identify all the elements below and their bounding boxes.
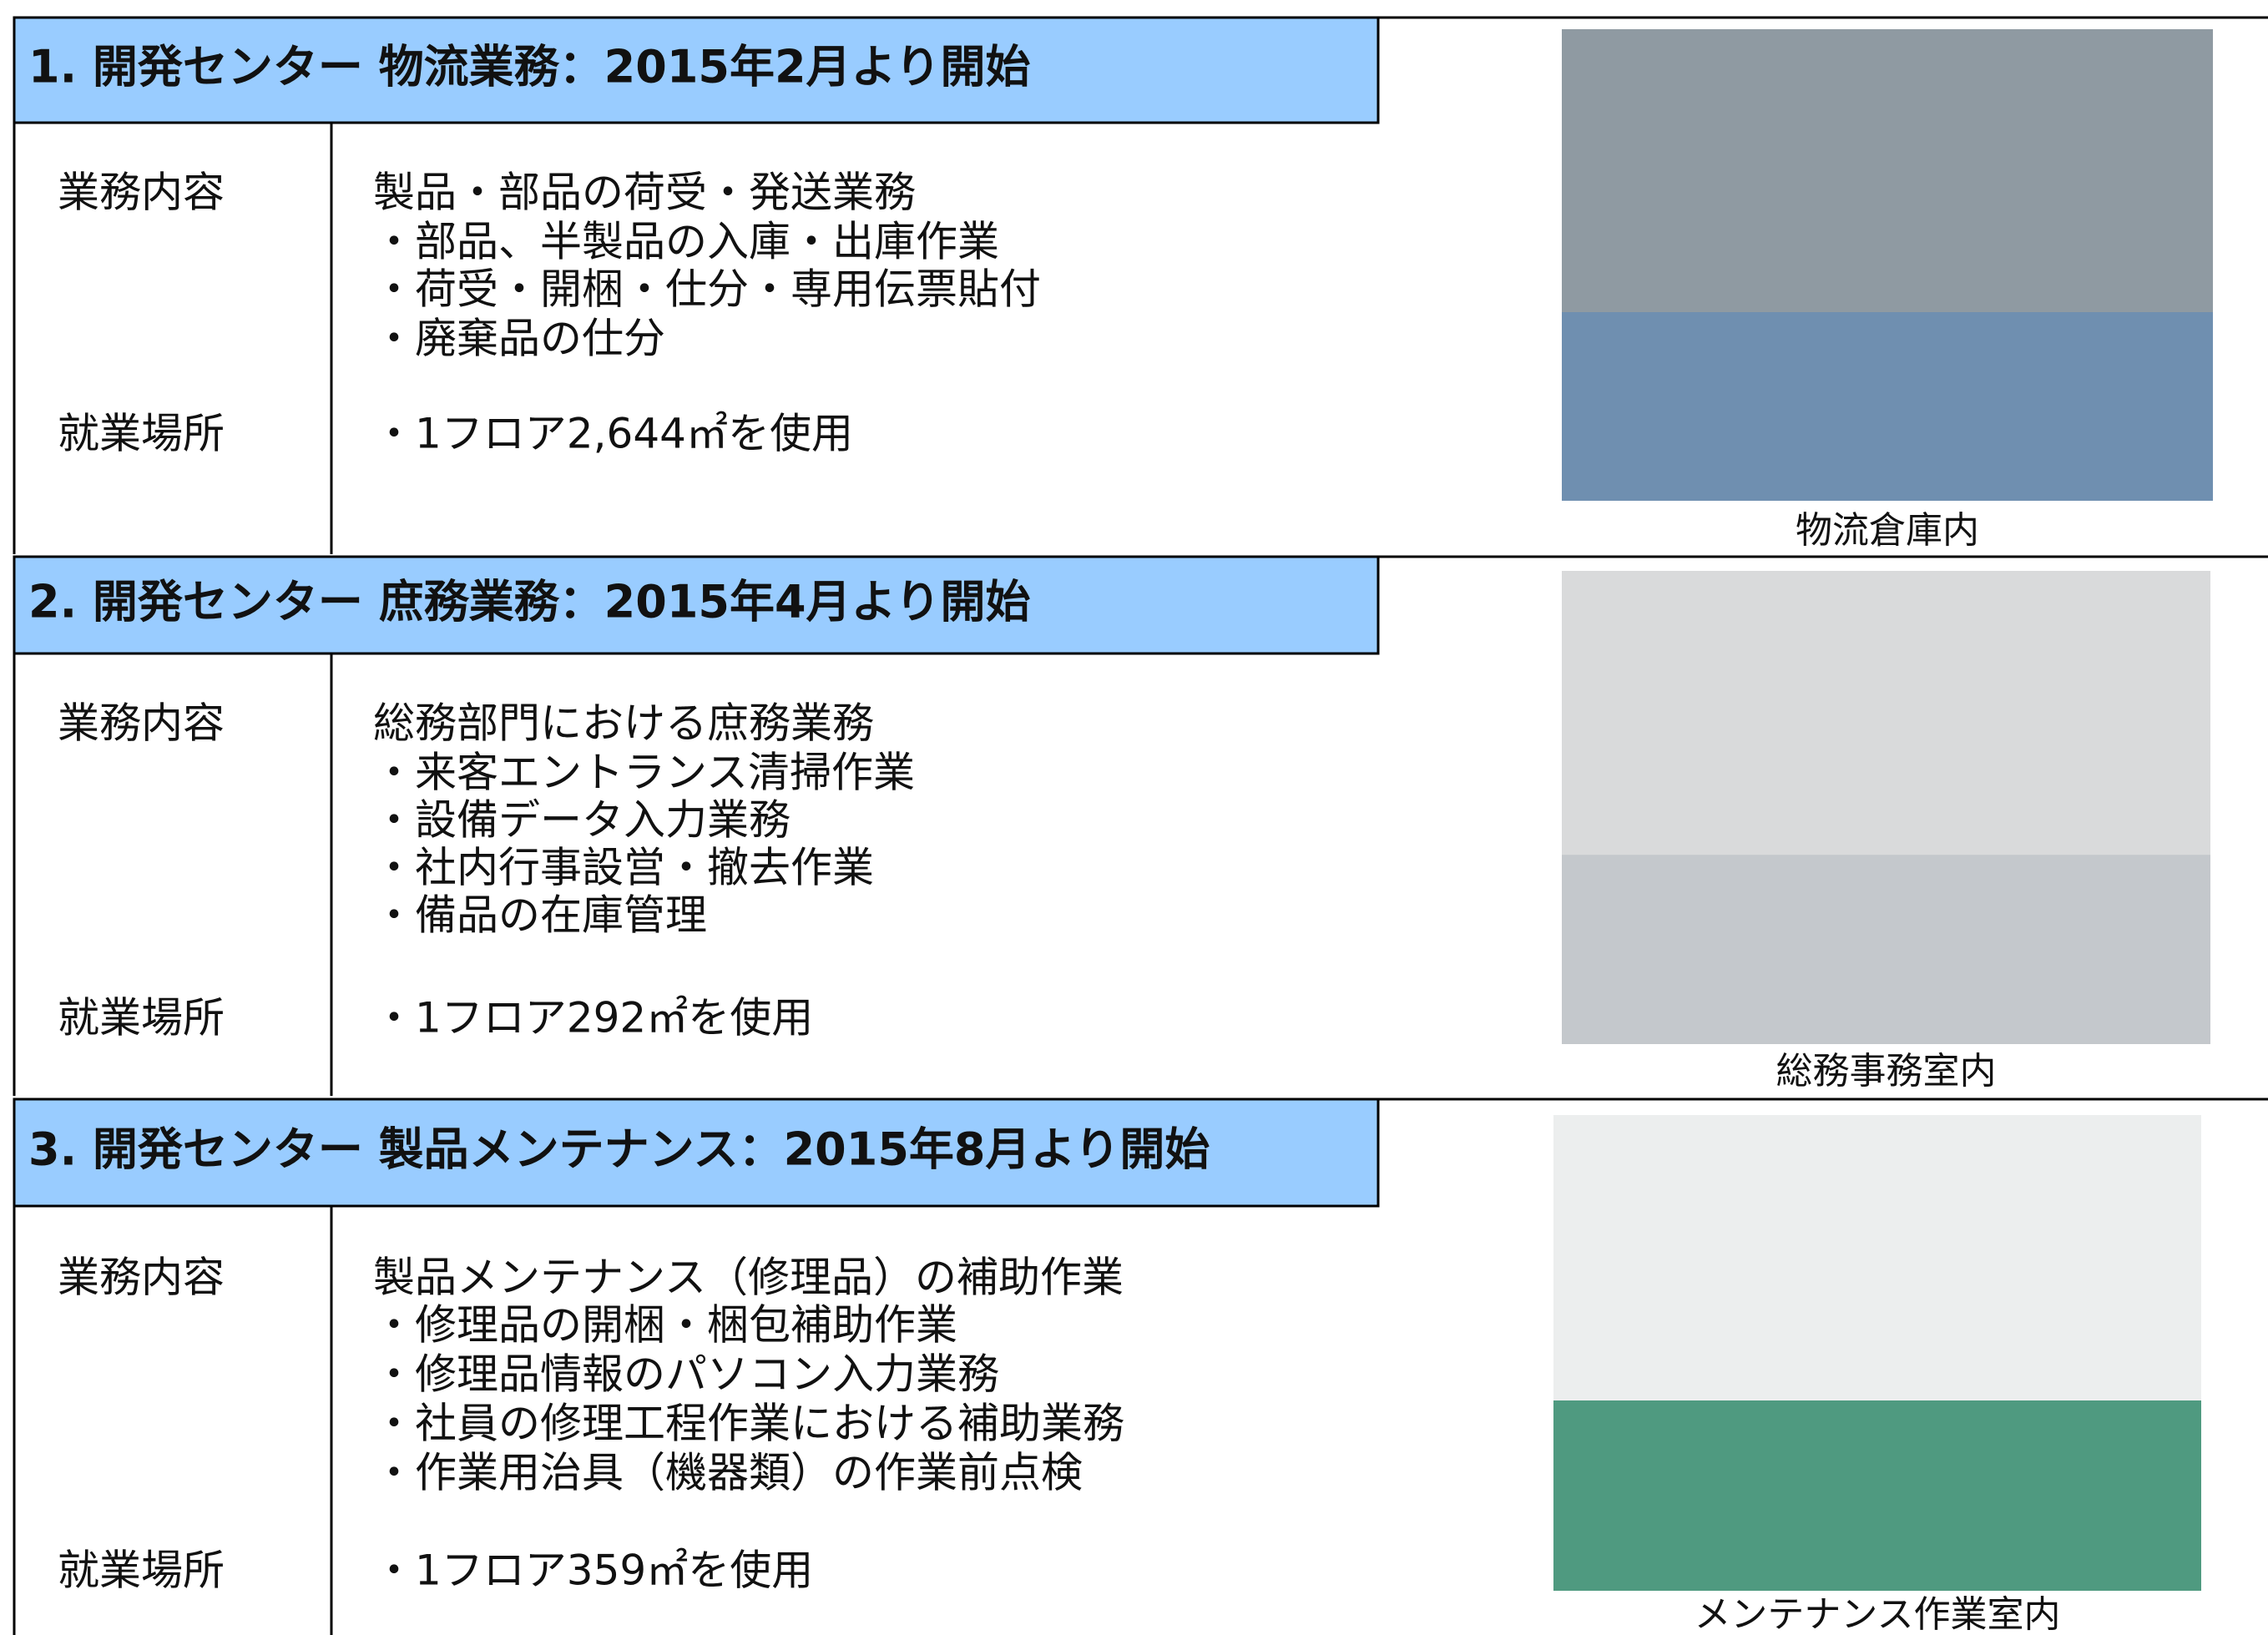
- photo-caption: 物流倉庫内: [1796, 509, 1979, 552]
- duty-line: ・社内行事設営・撤去作業: [373, 844, 874, 892]
- section-header: 2. 開発センター 庶務業務：2015年4月より開始: [28, 576, 1030, 628]
- place-text: ・1フロア359㎡を使用: [373, 1547, 813, 1595]
- duty-line: ・来客エントランス清掃作業: [373, 749, 915, 797]
- photo-floor: [1553, 1400, 2201, 1591]
- duty-line: 製品メンテナンス（修理品）の補助作業: [373, 1254, 1124, 1302]
- duties-label: 業務内容: [58, 699, 225, 748]
- duty-line: ・廃棄品の仕分: [373, 315, 665, 363]
- photo-caption: メンテナンス作業室内: [1694, 1593, 2060, 1635]
- duty-line: ・修理品の開梱・梱包補助作業: [373, 1301, 957, 1350]
- place-label: 就業場所: [58, 994, 225, 1042]
- section-header-box: [13, 16, 1380, 124]
- duty-line: ・社員の修理工程作業における補助業務: [373, 1400, 1124, 1448]
- section-header: 3. 開発センター 製品メンテナンス：2015年8月より開始: [28, 1123, 1210, 1176]
- duties-label: 業務内容: [58, 169, 225, 217]
- photo-caption: 総務事務室内: [1776, 1050, 1997, 1093]
- duty-line: 総務部門における庶務業務: [373, 699, 874, 748]
- place-label: 就業場所: [58, 410, 225, 458]
- section-header: 1. 開発センター 物流業務：2015年2月より開始: [28, 41, 1030, 93]
- duty-line: ・備品の在庫管理: [373, 891, 707, 940]
- duties-label: 業務内容: [58, 1254, 225, 1302]
- duty-line: ・設備データ入力業務: [373, 796, 791, 845]
- section-header-box: [13, 555, 1380, 655]
- place-text: ・1フロア2,644㎡を使用: [373, 410, 853, 458]
- duty-line: ・荷受・開梱・仕分・専用伝票貼付: [373, 265, 1041, 314]
- place-label: 就業場所: [58, 1547, 225, 1595]
- duty-line: 製品・部品の荷受・発送業務: [373, 169, 916, 217]
- duty-line: ・部品、半製品の入庫・出庫作業: [373, 218, 999, 266]
- photo-floor: [1562, 855, 2210, 1044]
- duty-line: ・修理品情報のパソコン入力業務: [373, 1350, 999, 1399]
- section-header-box: [13, 1098, 1380, 1208]
- photo-floor: [1562, 312, 2213, 501]
- place-text: ・1フロア292㎡を使用: [373, 994, 813, 1042]
- duty-line: ・作業用治具（機器類）の作業前点検: [373, 1449, 1083, 1497]
